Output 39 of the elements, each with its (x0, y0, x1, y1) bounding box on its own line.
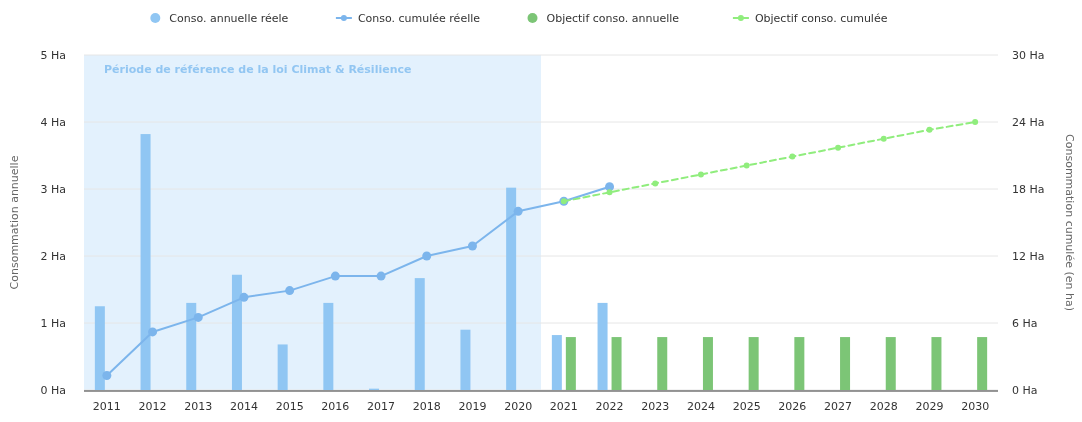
x-tick-label: 2021 (549, 400, 578, 413)
x-tick-label: 2018 (412, 400, 441, 413)
x-tick-label: 2015 (275, 400, 304, 413)
x-tick-label: 2030 (961, 400, 990, 413)
y2-tick-label: 24 Ha (1012, 116, 1045, 129)
legend-label: Objectif conso. cumulée (754, 12, 888, 25)
y2-tick-label: 6 Ha (1012, 317, 1038, 330)
legend-label: Objectif conso. annuelle (546, 12, 680, 25)
x-tick-label: 2019 (458, 400, 487, 413)
y2-tick-label: 30 Ha (1012, 49, 1045, 62)
x-tick-label: 2026 (778, 400, 807, 413)
y2-tick-label: 18 Ha (1012, 183, 1045, 196)
x-tick-label: 2012 (138, 400, 167, 413)
band-label: Période de référence de la loi Climat & Résilience (104, 63, 412, 76)
x-tick-label: 2029 (915, 400, 944, 413)
x-tick-label: 2014 (229, 400, 258, 413)
x-tick-label: 2022 (595, 400, 624, 413)
y-tick-label: 2 Ha (40, 250, 66, 263)
legend-label: Conso. annuelle réele (169, 12, 289, 25)
y2-tick-label: 12 Ha (1012, 250, 1045, 263)
x-tick-label: 2011 (92, 400, 121, 413)
x-tick-label: 2025 (732, 400, 761, 413)
y-tick-label: 5 Ha (40, 49, 66, 62)
x-tick-label: 2017 (367, 400, 396, 413)
legend-label: Conso. cumulée réelle (357, 12, 481, 25)
x-tick-label: 2023 (641, 400, 670, 413)
x-tick-label: 2020 (504, 400, 533, 413)
x-tick-label: 2028 (869, 400, 898, 413)
x-tick-label: 2016 (321, 400, 350, 413)
y2-tick-label: 0 Ha (1012, 384, 1038, 397)
y-tick-label: 3 Ha (40, 183, 66, 196)
y2-axis-title: Consommation cumulée (en ha) (1063, 134, 1076, 311)
x-tick-label: 2027 (824, 400, 853, 413)
y-axis-title: Consommation annuelle (8, 155, 21, 290)
y-tick-label: 0 Ha (40, 384, 66, 397)
y-tick-label: 4 Ha (40, 116, 66, 129)
x-tick-label: 2024 (686, 400, 715, 413)
x-tick-label: 2013 (184, 400, 213, 413)
y-tick-label: 1 Ha (40, 317, 66, 330)
